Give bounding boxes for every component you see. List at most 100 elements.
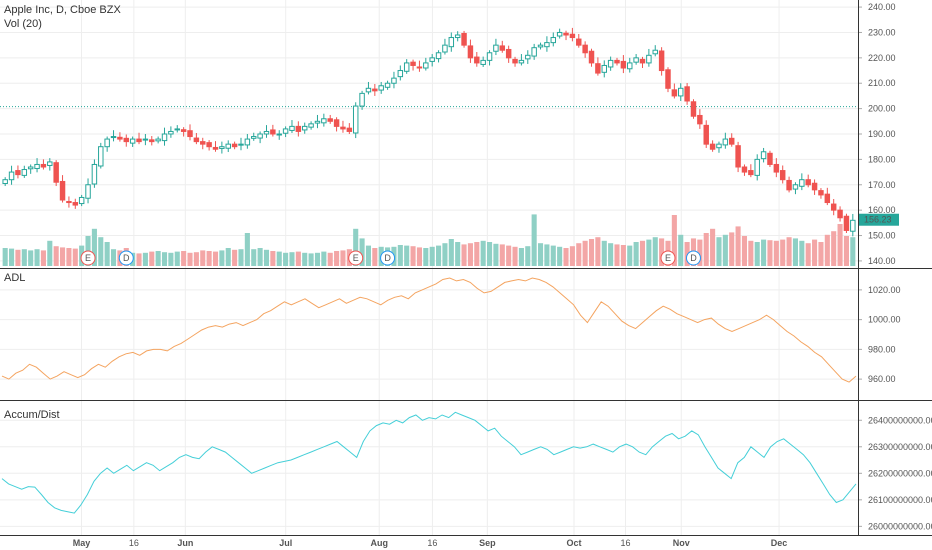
candle-body <box>244 138 251 146</box>
candle <box>78 194 85 207</box>
volume-bar <box>270 251 276 266</box>
date-tick-label: Sep <box>479 538 496 548</box>
candle <box>435 50 442 63</box>
candle <box>72 198 79 209</box>
candle <box>607 56 614 71</box>
candle-body <box>403 62 410 72</box>
candle <box>779 165 786 184</box>
candle <box>544 36 550 52</box>
adl-tick-label: 960.00 <box>868 374 896 384</box>
price-tick-label: 190.00 <box>868 129 896 139</box>
candle-body <box>754 158 760 176</box>
date-tick-label: 16 <box>620 538 630 548</box>
volume-bar <box>257 248 263 266</box>
candle-body <box>811 182 818 191</box>
dividend-marker: D <box>380 250 396 266</box>
price-tick-label: 240.00 <box>868 2 896 12</box>
candle-body <box>505 48 512 59</box>
candle <box>403 59 410 74</box>
candle <box>454 31 461 42</box>
candle <box>697 109 703 129</box>
candle-body <box>340 126 346 130</box>
volume-bar <box>168 252 174 266</box>
candle-body <box>212 146 219 150</box>
candle <box>799 173 805 191</box>
candle <box>27 164 34 174</box>
marker-circle <box>118 250 134 266</box>
volume-bar <box>850 237 856 266</box>
candle-body <box>652 49 658 55</box>
volume-bar <box>276 251 282 266</box>
volume-bar <box>620 245 626 266</box>
candle-body <box>53 162 59 183</box>
candle <box>467 39 474 63</box>
candle <box>537 42 544 50</box>
candle-body <box>684 86 690 102</box>
marker-label: E <box>665 253 671 263</box>
accum-dist-series-line <box>1 411 857 514</box>
candle <box>448 32 455 52</box>
candle-body <box>289 125 295 131</box>
volume-bar <box>512 246 518 266</box>
candle-body <box>544 42 550 48</box>
candle <box>601 60 607 78</box>
volume-bar <box>365 245 372 266</box>
volume-bar <box>467 243 473 266</box>
date-tick-label: Dec <box>771 538 788 548</box>
candle <box>773 158 780 178</box>
candle-body <box>410 61 416 66</box>
candle <box>709 140 716 152</box>
accum-tick-label: 26200000000.0000 <box>868 468 932 478</box>
volume-bar <box>767 240 773 266</box>
candle <box>333 117 340 132</box>
candle-body <box>627 62 633 70</box>
volume-bar <box>404 245 410 266</box>
volume-bar <box>40 250 46 266</box>
candle-body <box>8 171 15 181</box>
candle <box>340 120 346 133</box>
candle <box>180 127 187 137</box>
volume-bar <box>327 252 333 266</box>
candle-body <box>486 52 493 61</box>
candle-body <box>461 32 467 46</box>
candle <box>200 137 206 150</box>
volume-bar <box>557 246 563 266</box>
volume-bar <box>72 248 78 266</box>
candle-body <box>818 190 824 196</box>
volume-bar <box>161 252 168 266</box>
candle <box>397 65 404 81</box>
price-tick-label: 160.00 <box>868 205 896 215</box>
volume-bar <box>423 248 429 266</box>
candle <box>486 50 493 66</box>
candle-body <box>467 45 474 59</box>
candle-body <box>27 166 34 170</box>
candle <box>193 132 200 145</box>
volume-bar <box>805 243 811 266</box>
candle <box>550 32 557 47</box>
candle-body <box>423 62 429 69</box>
volume-bar <box>302 252 308 266</box>
candle-body <box>678 87 684 97</box>
candle <box>142 134 149 146</box>
candle-body <box>200 141 206 145</box>
price-tick-label: 140.00 <box>868 256 896 266</box>
volume-bar <box>289 252 295 266</box>
candle <box>716 141 722 153</box>
volume-bar <box>614 244 620 266</box>
candle-body <box>576 38 582 46</box>
adl-tick-label: 980.00 <box>868 344 896 354</box>
volume-bar <box>436 245 442 266</box>
candle <box>850 213 856 237</box>
volume-bar <box>397 245 403 266</box>
volume-bar <box>703 233 709 266</box>
marker-label: D <box>123 253 130 263</box>
candle-body <box>665 69 671 89</box>
volume-bar <box>595 237 601 266</box>
candle <box>563 30 569 41</box>
candle-body <box>709 143 716 150</box>
volume-bar <box>761 239 767 266</box>
candle <box>21 165 28 178</box>
candle <box>741 164 748 176</box>
candle <box>652 45 658 57</box>
